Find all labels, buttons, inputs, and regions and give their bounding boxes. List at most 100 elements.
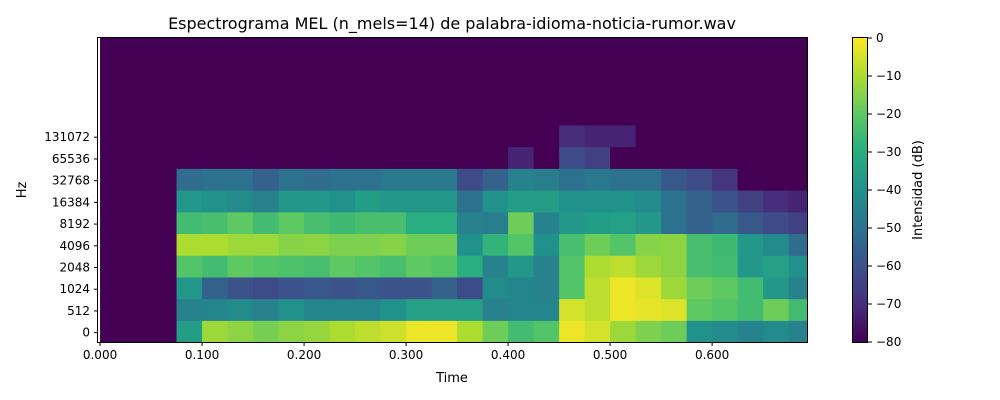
heatmap-cell	[712, 276, 739, 300]
heatmap-cell	[202, 124, 229, 148]
heatmap-cell	[763, 276, 790, 300]
heatmap-cell	[559, 38, 586, 61]
heatmap-cell	[100, 211, 152, 235]
heatmap-cell	[202, 320, 229, 343]
heatmap-cell	[686, 103, 713, 126]
heatmap-cell	[227, 103, 254, 126]
heatmap-cell	[355, 59, 382, 83]
heatmap-cell	[100, 103, 152, 126]
heatmap-cell	[788, 81, 808, 104]
heatmap-cell	[431, 211, 458, 235]
heatmap-cell	[661, 124, 688, 148]
heatmap-cell	[584, 103, 611, 126]
heatmap-cell	[737, 298, 764, 321]
heatmap-cell	[533, 168, 560, 191]
heatmap-cell	[278, 124, 305, 148]
heatmap-cell	[482, 168, 509, 191]
heatmap-cell	[329, 276, 356, 300]
heatmap-cell	[151, 38, 178, 61]
heatmap-cell	[686, 255, 713, 278]
heatmap-cell	[406, 124, 433, 148]
heatmap-cell	[457, 59, 484, 83]
heatmap-cell	[151, 255, 178, 278]
colorbar-tick-label: −50	[876, 221, 901, 235]
colorbar-axis: 0 −10 −20 −30 −40 −50 −60 −70 −80	[868, 31, 901, 349]
heatmap-cell	[227, 320, 254, 343]
heatmap-cell	[431, 38, 458, 61]
heatmap-cell	[559, 81, 586, 104]
heatmap-cell	[176, 103, 203, 126]
heatmap-cell	[278, 81, 305, 104]
heatmap-cell	[329, 59, 356, 83]
heatmap-cell	[610, 190, 637, 213]
heatmap-cell	[329, 103, 356, 126]
heatmap-cell	[406, 320, 433, 343]
y-axis: 0 512 1024 2048 4096 8192 16384 32768 65536 13107…	[44, 130, 98, 340]
heatmap-cell	[508, 168, 535, 191]
y-axis-label: Hz	[15, 182, 30, 199]
heatmap-cell	[355, 255, 382, 278]
heatmap-cell	[202, 146, 229, 169]
heatmap-cell	[737, 103, 764, 126]
heatmap-cell	[176, 211, 203, 235]
heatmap-cell	[380, 124, 407, 148]
heatmap-cell	[253, 211, 280, 235]
heatmap-cell	[100, 146, 152, 169]
heatmap-cell	[406, 255, 433, 278]
heatmap-cell	[482, 103, 509, 126]
heatmap-cell	[304, 81, 331, 104]
heatmap-cell	[712, 233, 739, 256]
heatmap-cell	[380, 190, 407, 213]
heatmap-cell	[304, 233, 331, 256]
colorbar-tick-label: 0	[876, 31, 884, 45]
heatmap-cell	[329, 320, 356, 343]
heatmap-cell	[584, 276, 611, 300]
y-tick-label: 1024	[59, 282, 90, 296]
heatmap-cell	[584, 168, 611, 191]
heatmap-cell	[304, 124, 331, 148]
heatmap-cell	[559, 59, 586, 83]
heatmap-cell	[355, 38, 382, 61]
heatmap-cell	[788, 124, 808, 148]
heatmap-cell	[712, 255, 739, 278]
heatmap-cell	[788, 320, 808, 343]
heatmap-cell	[202, 233, 229, 256]
heatmap-cell	[278, 298, 305, 321]
heatmap-cell	[686, 146, 713, 169]
heatmap-cell	[380, 146, 407, 169]
heatmap-cell	[635, 81, 662, 104]
heatmap-cell	[431, 103, 458, 126]
heatmap-cell	[329, 298, 356, 321]
heatmap-cell	[176, 81, 203, 104]
colorbar-tick-label: −60	[876, 259, 901, 273]
heatmap-cell	[661, 233, 688, 256]
heatmap-cell	[635, 298, 662, 321]
heatmap-cell	[406, 190, 433, 213]
heatmap-cell	[304, 190, 331, 213]
heatmap-cell	[686, 233, 713, 256]
x-tick-label: 0.100	[185, 348, 219, 362]
heatmap-cell	[559, 255, 586, 278]
heatmap-cell	[533, 103, 560, 126]
heatmap-cell	[380, 38, 407, 61]
heatmap-cell	[610, 255, 637, 278]
heatmap-cell	[406, 211, 433, 235]
heatmap-cell	[584, 211, 611, 235]
heatmap-cell	[533, 233, 560, 256]
heatmap-cell	[176, 124, 203, 148]
heatmap-cell	[151, 233, 178, 256]
heatmap-cell	[431, 146, 458, 169]
heatmap-cell	[482, 81, 509, 104]
heatmap-cell	[788, 146, 808, 169]
heatmap-cell	[329, 233, 356, 256]
heatmap-cell	[533, 190, 560, 213]
heatmap-cell	[380, 168, 407, 191]
heatmap-cell	[482, 38, 509, 61]
heatmap-cell	[151, 190, 178, 213]
heatmap-cell	[227, 81, 254, 104]
heatmap-cell	[686, 168, 713, 191]
heatmap-cell	[584, 124, 611, 148]
heatmap-cell	[559, 124, 586, 148]
heatmap-cell	[355, 168, 382, 191]
colorbar-tick-label: −30	[876, 145, 901, 159]
